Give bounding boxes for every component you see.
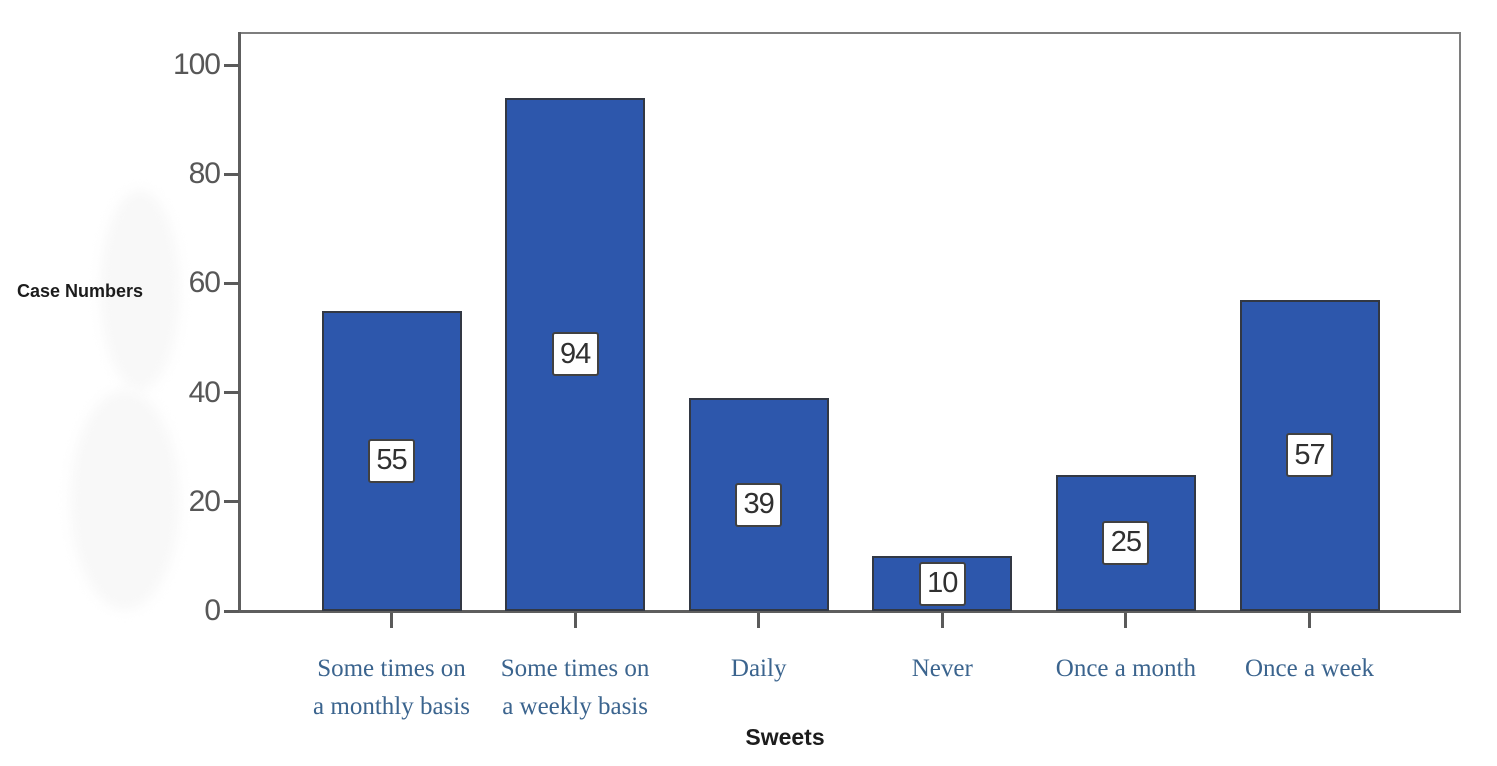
y-tick-mark xyxy=(224,609,239,613)
scan-artifact xyxy=(70,390,180,610)
x-tick-mark xyxy=(757,613,761,628)
x-tick-mark xyxy=(940,613,944,628)
x-tick-label: Never xyxy=(911,655,973,682)
x-axis-line xyxy=(238,610,1461,613)
x-tick-label: Once a month xyxy=(1055,655,1196,682)
y-tick-label: 60 xyxy=(188,266,221,300)
bar-value-label: 94 xyxy=(551,332,599,377)
x-tick-label: Some times on a weekly basis xyxy=(500,655,650,720)
x-tick-label: Daily xyxy=(730,655,787,682)
x-axis-title: Sweets xyxy=(745,724,825,750)
bar-value-label: 55 xyxy=(368,438,415,483)
y-tick-mark xyxy=(224,172,239,176)
bar xyxy=(505,97,646,611)
y-tick-label: 0 xyxy=(204,594,221,627)
x-tick-label: Some times on a monthly basis xyxy=(313,655,470,720)
x-tick-mark xyxy=(1308,613,1311,628)
y-tick-mark xyxy=(224,281,239,285)
y-tick-label: 40 xyxy=(188,375,221,409)
y-tick-label: 20 xyxy=(188,484,221,518)
x-tick-label: Once a week xyxy=(1244,655,1375,682)
x-tick-mark xyxy=(390,613,393,628)
y-tick-label: 100 xyxy=(172,48,221,81)
y-tick-label: 80 xyxy=(188,157,221,191)
bar-value-label: 10 xyxy=(918,561,966,606)
x-tick-mark xyxy=(1124,613,1128,628)
y-tick-mark xyxy=(224,500,239,504)
bar-value-label: 39 xyxy=(735,482,783,527)
x-tick-mark xyxy=(573,613,577,628)
scan-artifact xyxy=(100,190,180,390)
y-tick-mark xyxy=(224,391,239,395)
bar-value-label: 25 xyxy=(1102,520,1150,565)
y-axis-line xyxy=(238,32,241,613)
y-axis-title: Case Numbers xyxy=(17,281,144,301)
y-tick-mark xyxy=(224,63,239,67)
bar xyxy=(1055,474,1196,611)
bar-value-label: 57 xyxy=(1286,433,1333,478)
